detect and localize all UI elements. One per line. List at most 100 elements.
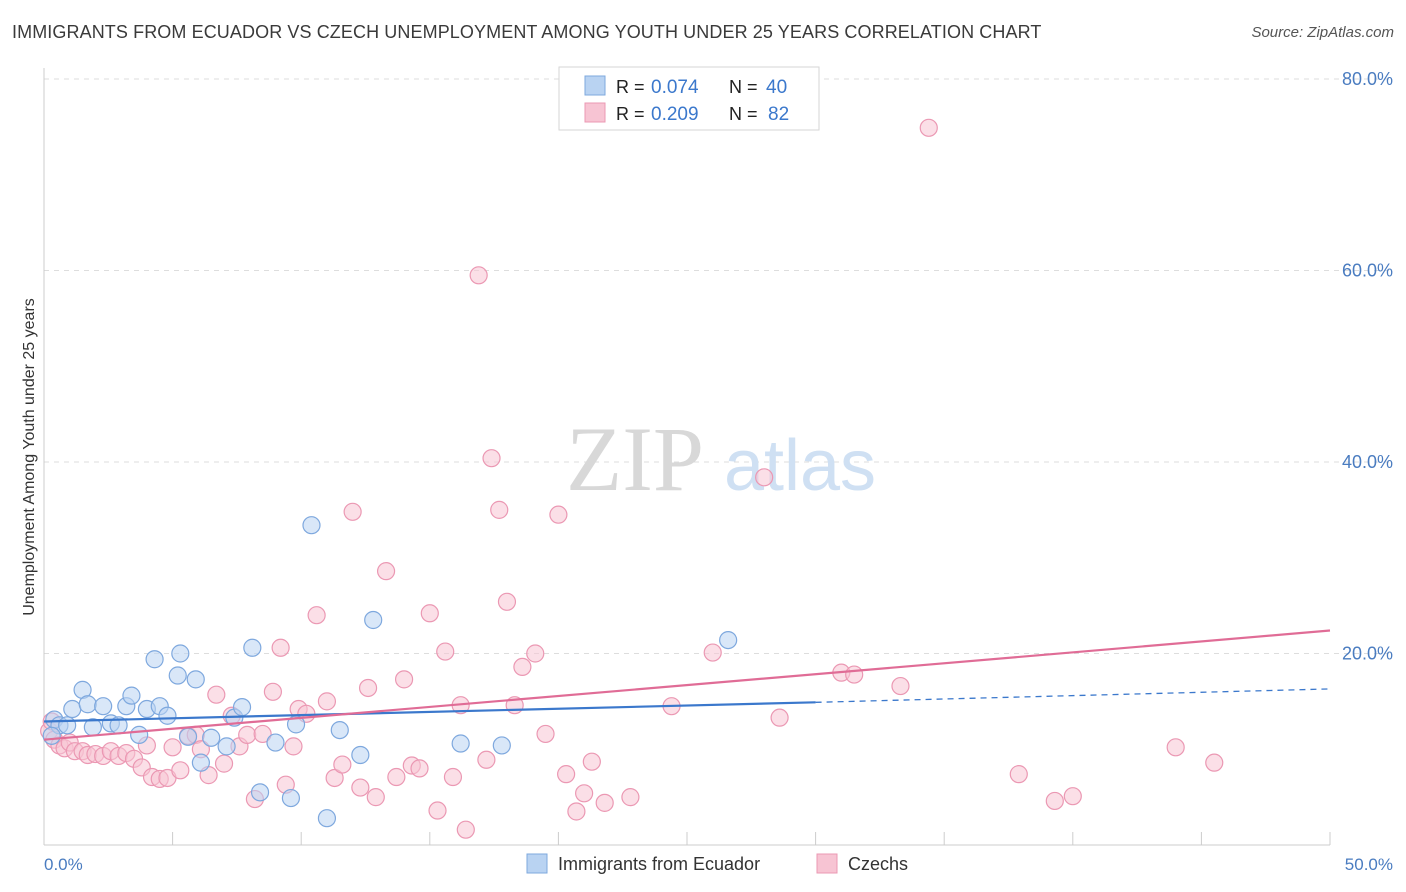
legend-n-value-czechs: 82	[768, 104, 789, 125]
legend-r-label-czechs: R =	[616, 104, 645, 124]
ecuador-point-39	[719, 630, 738, 650]
ecuador-point-34	[330, 720, 349, 740]
czechs-point-81	[919, 118, 938, 137]
czechs-point-54	[436, 642, 455, 661]
czechs-point-41	[325, 768, 344, 788]
legend-r-value-ecuador: 0.074	[651, 77, 699, 98]
czechs-point-33	[263, 682, 283, 701]
czechs-point-86	[1205, 753, 1224, 772]
czechs-point-84	[1063, 787, 1082, 806]
trend-lines	[43, 629, 1331, 741]
bottom-legend-label-czechs: Czechs	[848, 854, 908, 874]
ecuador-point-6	[78, 695, 97, 714]
ecuador-point-38	[492, 736, 511, 755]
ecuador-point-15	[145, 650, 164, 669]
czechs-points	[40, 118, 1224, 839]
czechs-point-53	[428, 801, 447, 820]
ecuador-point-18	[168, 666, 187, 685]
grid-lines	[44, 78, 1393, 654]
y-tick-label-20: 20.0%	[1342, 644, 1393, 664]
czechs-point-72	[595, 793, 614, 812]
ecuador-point-22	[191, 753, 210, 772]
ecuador-trend-line	[43, 701, 816, 723]
ecuador-points	[42, 516, 738, 828]
czechs-point-42	[333, 755, 352, 774]
legend-n-value-ecuador: 40	[766, 77, 787, 98]
czechs-point-46	[366, 788, 385, 807]
ecuador-point-27	[243, 638, 262, 657]
correlation-legend: R = 0.074 N = 40 R = 0.209 N = 82	[558, 66, 820, 131]
ecuador-point-8	[94, 697, 113, 716]
bottom-legend-swatch-ecuador	[526, 853, 548, 874]
czechs-point-73	[621, 788, 640, 807]
czechs-point-70	[575, 784, 594, 803]
czechs-point-32	[253, 724, 272, 744]
y-tick-label-40: 40.0%	[1342, 452, 1393, 472]
czechs-point-51	[410, 759, 429, 778]
ecuador-point-17	[158, 706, 177, 725]
bottom-legend-swatch-czechs	[816, 853, 838, 874]
ecuador-point-21	[186, 670, 205, 689]
axes	[43, 68, 1331, 846]
czechs-point-27	[214, 754, 234, 773]
czechs-point-82	[1009, 765, 1028, 784]
czechs-point-49	[394, 670, 414, 689]
legend-n-label-czechs: N =	[729, 104, 758, 124]
czechs-point-83	[1045, 791, 1064, 811]
ecuador-point-36	[364, 610, 383, 630]
czechs-point-20	[163, 738, 182, 757]
czechs-point-75	[703, 643, 722, 662]
czechs-point-44	[351, 778, 370, 797]
ecuador-point-29	[266, 733, 285, 752]
legend-n-label-ecuador: N =	[729, 77, 758, 97]
czechs-point-71	[582, 752, 601, 771]
legend-swatch-czechs	[584, 102, 606, 123]
czechs-point-48	[387, 767, 406, 787]
czechs-point-47	[376, 562, 396, 581]
czechs-point-67	[549, 505, 568, 524]
czechs-point-77	[770, 708, 789, 727]
czechs-point-57	[456, 820, 475, 839]
legend-r-value-czechs: 0.209	[651, 104, 699, 125]
czechs-point-30	[238, 725, 257, 744]
ecuador-point-28	[250, 783, 270, 802]
czechs-point-45	[358, 678, 378, 698]
czechs-point-55	[443, 767, 463, 787]
ecuador-trend-extension	[815, 688, 1331, 703]
ecuador-point-24	[217, 737, 236, 756]
source-credit: Source: ZipAtlas.com	[1251, 24, 1394, 41]
ecuador-point-13	[130, 725, 149, 744]
watermark-atlas: atlas	[724, 426, 876, 506]
ecuador-point-30	[281, 788, 301, 808]
czechs-point-60	[482, 449, 501, 468]
czechs-point-58	[469, 266, 488, 285]
ecuador-point-2	[42, 726, 61, 745]
y-tick-label-80: 80.0%	[1342, 69, 1393, 89]
czechs-point-59	[477, 750, 496, 769]
czechs-point-40	[317, 692, 337, 711]
czechs-point-69	[567, 802, 586, 821]
czechs-point-36	[284, 737, 303, 756]
y-tick-label-60: 60.0%	[1342, 261, 1393, 281]
ecuador-point-26	[232, 698, 252, 717]
czechs-point-62	[497, 592, 517, 611]
czechs-point-68	[557, 765, 576, 784]
czechs-point-43	[343, 502, 362, 521]
czechs-point-21	[171, 761, 190, 780]
legend-r-label-ecuador: R =	[616, 77, 645, 97]
czechs-point-39	[307, 606, 326, 625]
ecuador-point-12	[122, 686, 141, 705]
bottom-legend-label-ecuador: Immigrants from Ecuador	[558, 854, 760, 874]
czechs-trend-line	[43, 629, 1331, 741]
czechs-point-79	[845, 665, 864, 684]
chart-title: IMMIGRANTS FROM ECUADOR VS CZECH UNEMPLO…	[12, 22, 1042, 42]
ecuador-point-32	[302, 516, 321, 535]
czechs-point-34	[271, 638, 290, 657]
x-tick-label-max: 50.0%	[1345, 855, 1393, 874]
czechs-point-61	[490, 500, 509, 519]
ecuador-point-19	[171, 644, 190, 663]
ecuador-point-23	[202, 728, 221, 747]
x-tick-label-min: 0.0%	[44, 855, 83, 874]
ecuador-point-37	[451, 734, 470, 753]
czechs-point-80	[891, 676, 910, 696]
